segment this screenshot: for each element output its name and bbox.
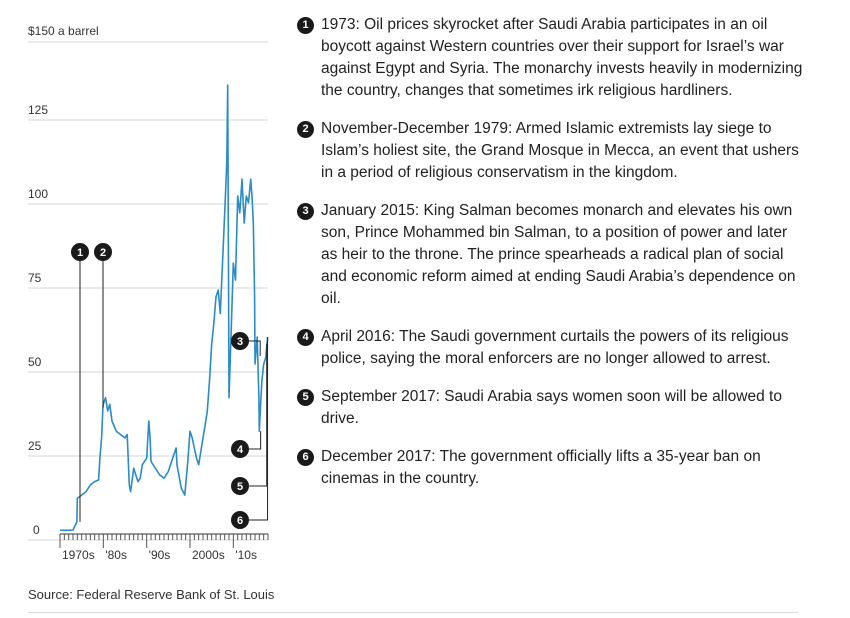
annotation-1: 1 1973: Oil prices skyrocket after Saudi…	[297, 14, 807, 102]
annotation-2: 2 November-December 1979: Armed Islamic …	[297, 118, 807, 184]
annotation-3: 3 January 2015: King Salman becomes mona…	[297, 200, 807, 310]
price-line-series-0	[60, 84, 269, 532]
x-tick-label-2000s: 2000s	[192, 548, 225, 562]
annotation-4: 4 April 2016: The Saudi government curta…	[297, 326, 807, 370]
annotation-text-3: January 2015: King Salman becomes monarc…	[321, 202, 796, 307]
marker-badge-2	[94, 243, 112, 261]
marker-badge-6	[231, 511, 249, 529]
y-axis-top-label: $150 a barrel	[28, 24, 99, 38]
annotation-text-6: December 2017: The government officially…	[321, 448, 761, 487]
marker-badge-1	[71, 243, 89, 261]
annotation-badge-4: 4	[297, 329, 314, 346]
annotation-badge-6: 6	[297, 449, 314, 466]
marker-number-5: 5	[237, 481, 243, 493]
y-tick-label-0: 0	[33, 523, 40, 537]
y-tick-label-100: 100	[28, 187, 48, 201]
marker-leader-6	[249, 337, 269, 521]
source-note: Source: Federal Reserve Bank of St. Loui…	[28, 587, 275, 602]
x-tick-label-80s: '80s	[105, 548, 127, 562]
y-tick-label-125: 125	[28, 103, 48, 117]
marker-number-6: 6	[237, 515, 243, 527]
annotation-6: 6 December 2017: The government official…	[297, 446, 807, 490]
marker-badge-3	[231, 332, 249, 350]
annotation-list: 1 1973: Oil prices skyrocket after Saudi…	[297, 14, 807, 490]
marker-badge-5	[231, 477, 249, 495]
y-tick-label-75: 75	[28, 271, 42, 285]
marker-number-4: 4	[237, 444, 244, 456]
annotation-badge-3: 3	[297, 203, 314, 220]
marker-number-1: 1	[77, 247, 83, 259]
annotation-5: 5 September 2017: Saudi Arabia says wome…	[297, 386, 807, 430]
annotation-badge-2: 2	[297, 121, 314, 138]
annotation-text-1: 1973: Oil prices skyrocket after Saudi A…	[321, 16, 803, 99]
annotation-text-4: April 2016: The Saudi government curtail…	[321, 328, 789, 367]
y-tick-label-50: 50	[28, 355, 42, 369]
marker-badge-4	[231, 440, 249, 458]
x-tick-label-90s: '90s	[149, 548, 171, 562]
annotation-text-2: November-December 1979: Armed Islamic ex…	[321, 120, 799, 181]
marker-leader-5	[249, 343, 268, 487]
marker-leader-3	[249, 340, 261, 356]
x-tick-label-10s: '10s	[235, 548, 257, 562]
marker-leader-4	[249, 431, 262, 450]
annotation-text-5: September 2017: Saudi Arabia says women …	[321, 388, 782, 427]
marker-number-2: 2	[100, 247, 106, 259]
marker-number-3: 3	[237, 336, 243, 348]
annotation-badge-5: 5	[297, 389, 314, 406]
annotation-badge-1: 1	[297, 17, 314, 34]
x-tick-label-1970s: 1970s	[62, 548, 95, 562]
y-tick-label-25: 25	[28, 439, 42, 453]
bottom-rule	[28, 612, 798, 613]
